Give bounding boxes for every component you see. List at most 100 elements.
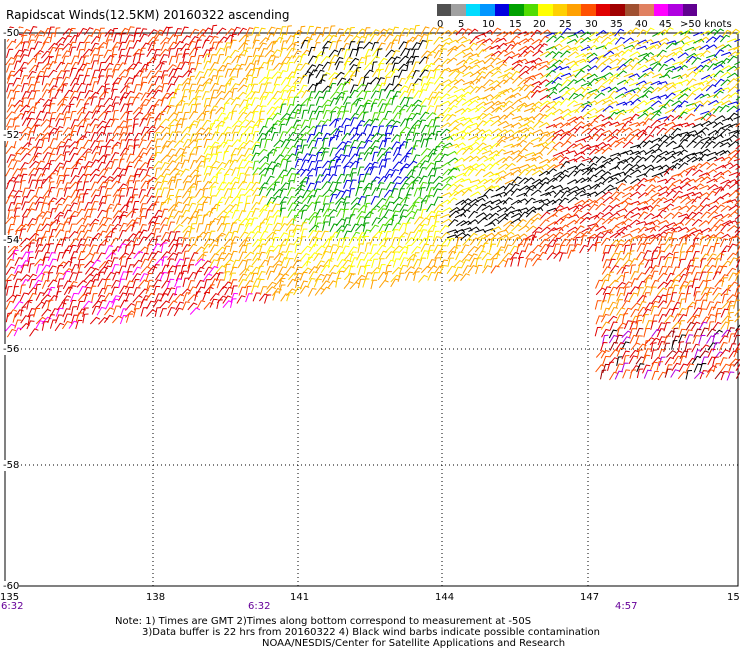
- wind-barb: [392, 83, 403, 92]
- wind-barb: [616, 226, 628, 233]
- wind-barb: [573, 231, 584, 239]
- wind-barb: [698, 36, 710, 43]
- wind-barb: [468, 253, 478, 262]
- wind-barb: [735, 245, 740, 255]
- wind-barb: [203, 173, 211, 183]
- wind-barb: [132, 53, 140, 63]
- wind-barb: [630, 271, 639, 280]
- wind-barb: [628, 57, 640, 64]
- wind-barb: [714, 78, 725, 87]
- wind-barb: [686, 227, 698, 233]
- wind-barb: [376, 111, 385, 121]
- wind-barb: [236, 223, 245, 234]
- wind-barb: [637, 306, 648, 315]
- wind-barb: [334, 28, 344, 38]
- wind-barb: [460, 198, 472, 206]
- wind-barb: [470, 116, 482, 121]
- wind-barb: [300, 252, 310, 261]
- wind-barb: [299, 204, 310, 213]
- wind-barb: [532, 49, 544, 57]
- wind-barb: [68, 202, 78, 212]
- wind-barb: [427, 152, 437, 162]
- wind-barb: [196, 76, 205, 86]
- wind-barb: [28, 174, 36, 184]
- wind-barb: [89, 244, 98, 254]
- wind-barb: [209, 35, 219, 45]
- wind-barb: [222, 55, 232, 64]
- wind-barb: [28, 76, 35, 86]
- wind-barb: [77, 258, 84, 269]
- wind-barb: [698, 279, 708, 289]
- wind-barb: [484, 222, 496, 227]
- wind-barb: [719, 104, 730, 113]
- wind-barb: [586, 191, 599, 197]
- wind-barb: [553, 171, 565, 177]
- wind-barb: [202, 291, 211, 301]
- wind-barb: [425, 76, 435, 86]
- wind-barb: [147, 29, 158, 37]
- wind-barb: [523, 120, 535, 127]
- wind-barb: [181, 244, 191, 253]
- wind-barb: [132, 295, 143, 303]
- wind-barb: [657, 371, 667, 381]
- wind-barb: [97, 278, 107, 287]
- wind-barb: [538, 134, 549, 142]
- wind-barb: [348, 41, 356, 51]
- wind-barb: [217, 181, 227, 191]
- wind-barb: [476, 112, 487, 121]
- wind-barb: [208, 123, 216, 133]
- wind-barb: [455, 237, 463, 247]
- wind-barb: [392, 161, 403, 170]
- wind-barb: [188, 62, 195, 72]
- wind-barb: [62, 280, 72, 290]
- wind-barb: [85, 67, 93, 78]
- wind-barb: [287, 131, 297, 141]
- wind-barb: [6, 40, 17, 49]
- wind-barb: [119, 33, 126, 43]
- wind-barb: [329, 91, 340, 100]
- wind-barb: [189, 174, 200, 184]
- wind-barb: [155, 235, 162, 246]
- wind-barb: [82, 139, 93, 149]
- wind-barb: [56, 179, 65, 189]
- wind-barb: [42, 55, 53, 64]
- wind-barb: [406, 204, 417, 213]
- wind-barb: [706, 121, 718, 127]
- wind-barb: [433, 196, 442, 206]
- wind-barb: [140, 76, 147, 87]
- wind-barb: [104, 146, 111, 156]
- wind-barb: [607, 135, 619, 143]
- wind-barb: [231, 167, 240, 177]
- wind-barb: [111, 96, 120, 106]
- wind-barb: [272, 222, 282, 232]
- wind-barb: [84, 266, 95, 275]
- wind-barb: [383, 237, 392, 247]
- wind-barb: [491, 106, 503, 114]
- wind-barb: [202, 231, 212, 241]
- wind-barb: [40, 179, 48, 189]
- wind-barb: [355, 147, 364, 157]
- wind-barb: [502, 155, 513, 164]
- wind-barb: [327, 174, 338, 183]
- wind-barb: [62, 195, 72, 204]
- wind-barb: [615, 281, 627, 290]
- wind-barb: [708, 225, 719, 233]
- wind-barb: [481, 150, 494, 155]
- wind-barb: [237, 27, 247, 36]
- wind-barb: [721, 199, 734, 205]
- wind-barb: [209, 195, 216, 205]
- wind-barb: [462, 155, 474, 162]
- wind-barb: [635, 335, 643, 345]
- wind-barb: [223, 188, 233, 198]
- wind-barb: [251, 257, 262, 266]
- wind-barb: [75, 68, 83, 78]
- wind-barb: [322, 90, 331, 100]
- wind-barb: [209, 75, 218, 85]
- wind-barb: [510, 28, 522, 36]
- wind-barb: [62, 308, 71, 318]
- wind-barb: [664, 121, 676, 127]
- wind-barb: [62, 145, 71, 155]
- wind-barb: [55, 229, 65, 238]
- wind-barb: [90, 189, 100, 198]
- wind-barb: [384, 125, 393, 135]
